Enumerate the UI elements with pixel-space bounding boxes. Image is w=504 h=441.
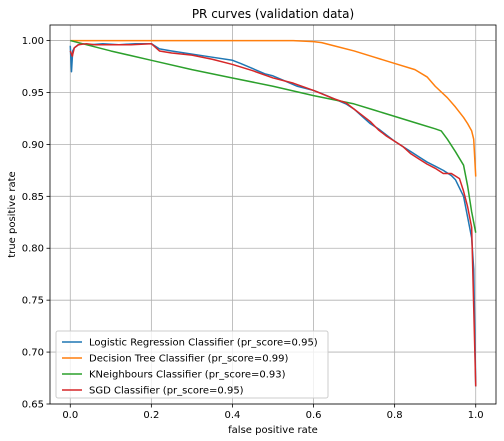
y-tick-label: 0.70 [22,348,44,359]
y-tick-label: 0.75 [22,296,44,307]
y-axis-title: true positive rate [7,171,18,257]
axis-ticks: 0.0 0.2 0.4 0.6 0.8 1.0 0.65 0.70 0.75 0.80 0.85 0.… [22,36,484,421]
y-tick-label: 0.90 [22,140,44,151]
y-tick-label: 1.00 [22,36,44,47]
plot-frame [49,24,497,405]
legend-label-1: Decision Tree Classifier (pr_score=0.99) [89,354,288,365]
legend-box [55,330,329,399]
series-line-2 [70,39,477,233]
x-tick-label: 0.4 [225,410,241,421]
x-tick-label: 0.6 [306,410,322,421]
y-tick-label: 0.65 [22,400,44,411]
legend-label-0: Logistic Regression Classifier (pr_score… [89,338,318,349]
series-lines [69,39,477,387]
y-tick-label: 0.80 [22,244,44,255]
x-tick-label: 0.0 [62,410,78,421]
x-axis-title: false positive rate [228,425,318,436]
legend-label-3: SGD Classifier (pr_score=0.95) [89,386,244,397]
x-tick-label: 0.8 [387,410,403,421]
legend: Logistic Regression Classifier (pr_score… [55,330,329,399]
x-tick-label: 1.0 [468,410,484,421]
legend-label-2: KNeighbours Classifier (pr_score=0.93) [89,370,286,381]
x-tick-label: 0.2 [143,410,159,421]
y-tick-label: 0.85 [22,192,44,203]
series-line-3 [69,42,477,387]
chart-title: PR curves (validation data) [192,7,354,21]
y-tick-label: 0.95 [22,88,44,99]
series-line-1 [70,39,477,177]
